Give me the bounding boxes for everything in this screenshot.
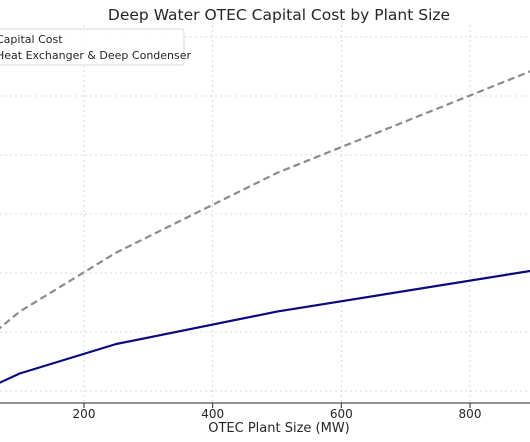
x-axis-label: OTEC Plant Size (MW) — [208, 421, 350, 436]
x-tick-label: 600 — [330, 407, 353, 421]
chart-title: Deep Water OTEC Capital Cost by Plant Si… — [108, 6, 450, 24]
legend: Capital Cost Heat Exchanger & Deep Conden… — [0, 28, 192, 66]
x-tick-labels: 200 400 600 800 — [73, 403, 482, 421]
series-line-heat-exchanger-deep-condenser — [0, 269, 530, 384]
series-lines — [0, 70, 530, 384]
legend-label: Capital Cost — [0, 33, 63, 46]
grid-lines — [0, 25, 530, 403]
legend-label: Heat Exchanger & Deep Condenser — [0, 49, 192, 62]
series-line-capital-cost — [0, 70, 530, 330]
x-tick-label: 400 — [201, 407, 224, 421]
x-tick-label: 800 — [459, 407, 482, 421]
legend-box — [0, 28, 185, 66]
x-tick-label: 200 — [73, 407, 96, 421]
